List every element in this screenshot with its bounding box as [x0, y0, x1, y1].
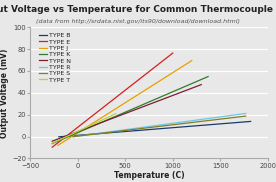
- TYPE R: [174, 122, 177, 124]
- TYPE B: [214, 123, 218, 125]
- TYPE N: [200, 84, 203, 86]
- Text: (data from http://srdata.nist.gov/its90/download/download.html): (data from http://srdata.nist.gov/its90/…: [36, 19, 240, 24]
- TYPE S: [153, 126, 157, 128]
- TYPE J: [187, 62, 190, 64]
- TYPE S: [71, 136, 75, 138]
- TYPE J: [129, 98, 132, 101]
- TYPE E: [108, 101, 111, 104]
- Line: TYPE R: TYPE R: [73, 113, 246, 137]
- TYPE E: [108, 101, 112, 103]
- TYPE N: [122, 113, 126, 115]
- TYPE S: [174, 123, 177, 126]
- TYPE S: [213, 119, 216, 121]
- X-axis label: Temperature (C): Temperature (C): [114, 171, 184, 180]
- TYPE E: [168, 54, 171, 56]
- TYPE B: [149, 128, 153, 130]
- TYPE N: [131, 110, 134, 112]
- Line: TYPE K: TYPE K: [52, 77, 208, 144]
- Line: TYPE E: TYPE E: [52, 53, 173, 147]
- TYPE R: [165, 123, 168, 125]
- TYPE N: [139, 106, 143, 109]
- TYPE B: [171, 126, 175, 129]
- Line: TYPE B: TYPE B: [59, 121, 251, 137]
- TYPE K: [203, 77, 206, 79]
- TYPE N: [121, 113, 125, 115]
- TYPE E: [116, 95, 119, 97]
- TYPE T: [103, 118, 106, 120]
- TYPE N: [51, 140, 54, 142]
- TYPE S: [240, 116, 243, 118]
- TYPE B: [244, 121, 248, 123]
- TYPE J: [190, 60, 193, 62]
- TYPE K: [126, 110, 129, 112]
- TYPE R: [213, 116, 216, 119]
- TYPE E: [149, 69, 153, 71]
- Line: TYPE S: TYPE S: [73, 116, 246, 137]
- TYPE J: [56, 144, 60, 147]
- TYPE S: [155, 126, 158, 128]
- TYPE T: [51, 142, 54, 144]
- TYPE R: [240, 113, 243, 115]
- Legend: TYPE B, TYPE E, TYPE J, TYPE K, TYPE N, TYPE R, TYPE S, TYPE T: TYPE B, TYPE E, TYPE J, TYPE K, TYPE N, …: [38, 32, 72, 84]
- TYPE B: [57, 136, 60, 138]
- TYPE T: [81, 128, 84, 130]
- TYPE T: [85, 126, 88, 128]
- TYPE B: [249, 120, 252, 122]
- TYPE K: [206, 76, 210, 78]
- TYPE T: [113, 113, 116, 116]
- TYPE T: [81, 128, 84, 130]
- TYPE R: [71, 136, 75, 138]
- TYPE E: [122, 90, 126, 92]
- TYPE R: [244, 112, 247, 114]
- TYPE J: [136, 94, 139, 96]
- TYPE K: [135, 106, 138, 108]
- Line: TYPE T: TYPE T: [52, 114, 116, 143]
- TYPE R: [155, 124, 158, 127]
- TYPE S: [244, 115, 247, 117]
- TYPE B: [148, 128, 152, 131]
- TYPE B: [161, 127, 164, 130]
- TYPE N: [196, 85, 199, 87]
- TYPE J: [120, 104, 123, 106]
- TYPE K: [143, 103, 147, 105]
- TYPE E: [51, 146, 54, 148]
- TYPE N: [173, 94, 176, 96]
- Y-axis label: Output Voltage (mV): Output Voltage (mV): [1, 48, 9, 138]
- TYPE R: [153, 125, 157, 127]
- TYPE K: [178, 88, 182, 90]
- Line: TYPE J: TYPE J: [58, 61, 192, 145]
- TYPE K: [124, 111, 128, 113]
- TYPE J: [166, 75, 169, 77]
- Text: Output Voltage vs Temperature for Common Thermocouple Types: Output Voltage vs Temperature for Common…: [0, 5, 276, 14]
- TYPE E: [171, 52, 174, 54]
- Line: TYPE N: TYPE N: [52, 85, 201, 141]
- TYPE J: [121, 104, 124, 106]
- TYPE S: [165, 124, 168, 127]
- TYPE K: [51, 143, 54, 145]
- TYPE T: [114, 113, 118, 115]
- TYPE T: [88, 124, 92, 127]
